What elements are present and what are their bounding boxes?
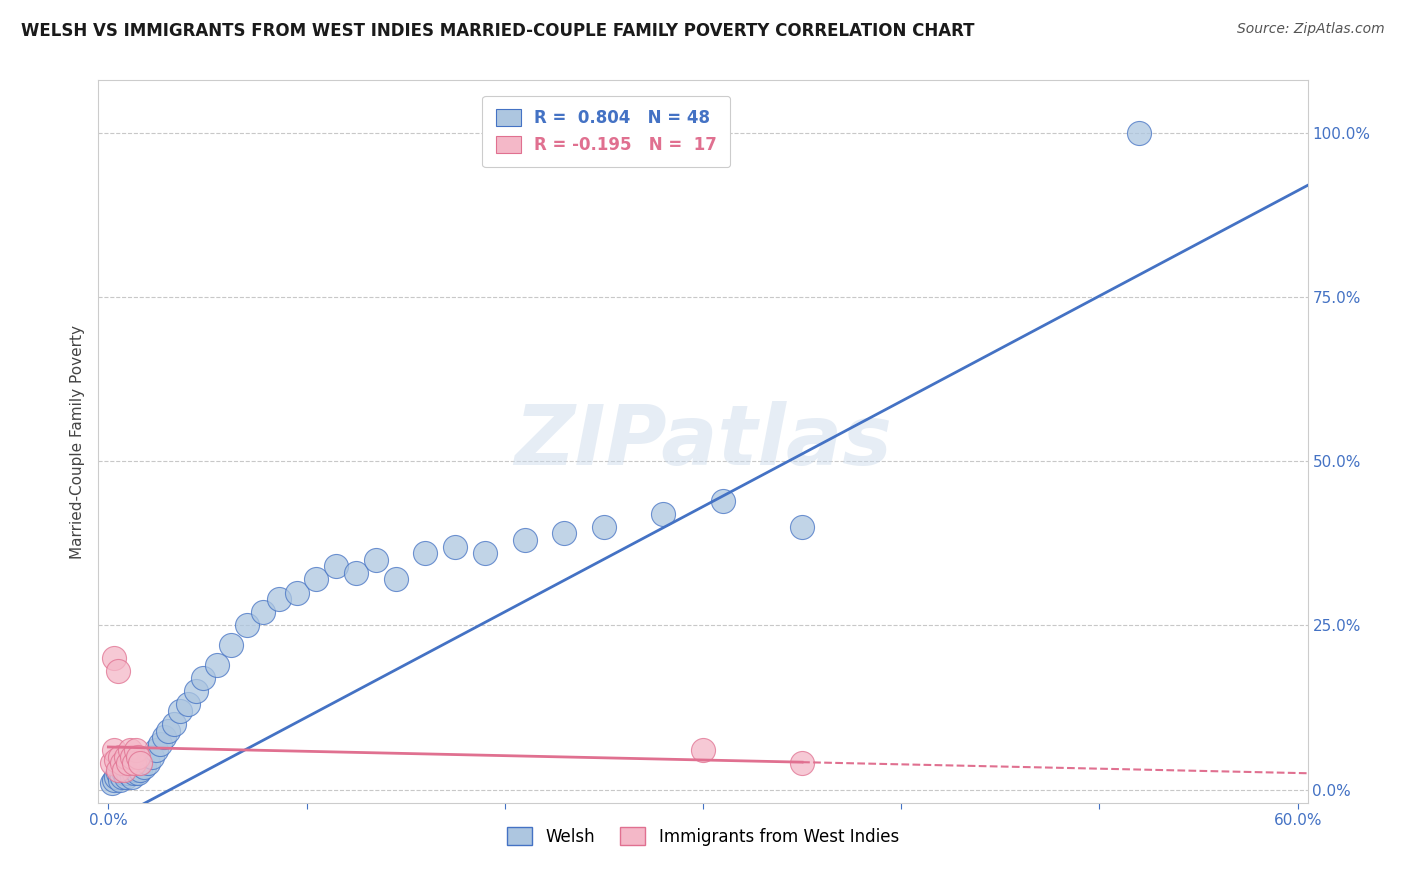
Point — [176, 698, 198, 712]
Point — [325, 559, 347, 574]
Point — [145, 743, 167, 757]
Point — [105, 753, 128, 767]
Point — [125, 743, 148, 757]
Text: ZIPatlas: ZIPatlas — [515, 401, 891, 482]
Point — [444, 540, 467, 554]
Point — [103, 651, 125, 665]
Point — [149, 737, 172, 751]
Point — [236, 618, 259, 632]
Point — [384, 573, 406, 587]
Point — [122, 756, 145, 771]
Point — [110, 749, 132, 764]
Point — [127, 749, 149, 764]
Point — [111, 756, 134, 771]
Text: WELSH VS IMMIGRANTS FROM WEST INDIES MARRIED-COUPLE FAMILY POVERTY CORRELATION C: WELSH VS IMMIGRANTS FROM WEST INDIES MAR… — [21, 22, 974, 40]
Point — [101, 776, 124, 790]
Point — [101, 756, 124, 771]
Point — [120, 763, 142, 777]
Point — [112, 763, 135, 777]
Point — [163, 717, 186, 731]
Point — [267, 592, 290, 607]
Point — [121, 749, 143, 764]
Point — [141, 749, 163, 764]
Point — [285, 585, 308, 599]
Point — [184, 684, 207, 698]
Point — [169, 704, 191, 718]
Point — [107, 766, 129, 780]
Point — [415, 546, 437, 560]
Point — [103, 743, 125, 757]
Point — [136, 756, 159, 771]
Point — [344, 566, 367, 580]
Point — [305, 573, 328, 587]
Point — [129, 763, 152, 777]
Point — [193, 671, 215, 685]
Point — [122, 766, 145, 780]
Y-axis label: Married-Couple Family Poverty: Married-Couple Family Poverty — [69, 325, 84, 558]
Point — [115, 770, 138, 784]
Point — [156, 723, 179, 738]
Point — [132, 760, 155, 774]
Point — [153, 730, 176, 744]
Point — [593, 520, 616, 534]
Point — [112, 766, 135, 780]
Point — [790, 520, 813, 534]
Point — [790, 756, 813, 771]
Point — [129, 756, 152, 771]
Point — [117, 766, 139, 780]
Point — [513, 533, 536, 547]
Point — [711, 493, 734, 508]
Point — [219, 638, 242, 652]
Point — [127, 766, 149, 780]
Point — [1128, 126, 1150, 140]
Legend: Welsh, Immigrants from West Indies: Welsh, Immigrants from West Indies — [501, 821, 905, 852]
Point — [553, 526, 575, 541]
Point — [252, 605, 274, 619]
Text: Source: ZipAtlas.com: Source: ZipAtlas.com — [1237, 22, 1385, 37]
Point — [117, 756, 139, 771]
Point — [107, 763, 129, 777]
Point — [692, 743, 714, 757]
Point — [120, 743, 142, 757]
Point — [207, 657, 229, 672]
Point — [103, 772, 125, 787]
Point — [121, 770, 143, 784]
Point — [110, 772, 132, 787]
Point — [474, 546, 496, 560]
Point — [107, 665, 129, 679]
Point — [115, 749, 138, 764]
Point — [125, 763, 148, 777]
Point — [364, 553, 387, 567]
Point — [105, 770, 128, 784]
Point — [652, 507, 675, 521]
Point — [111, 770, 134, 784]
